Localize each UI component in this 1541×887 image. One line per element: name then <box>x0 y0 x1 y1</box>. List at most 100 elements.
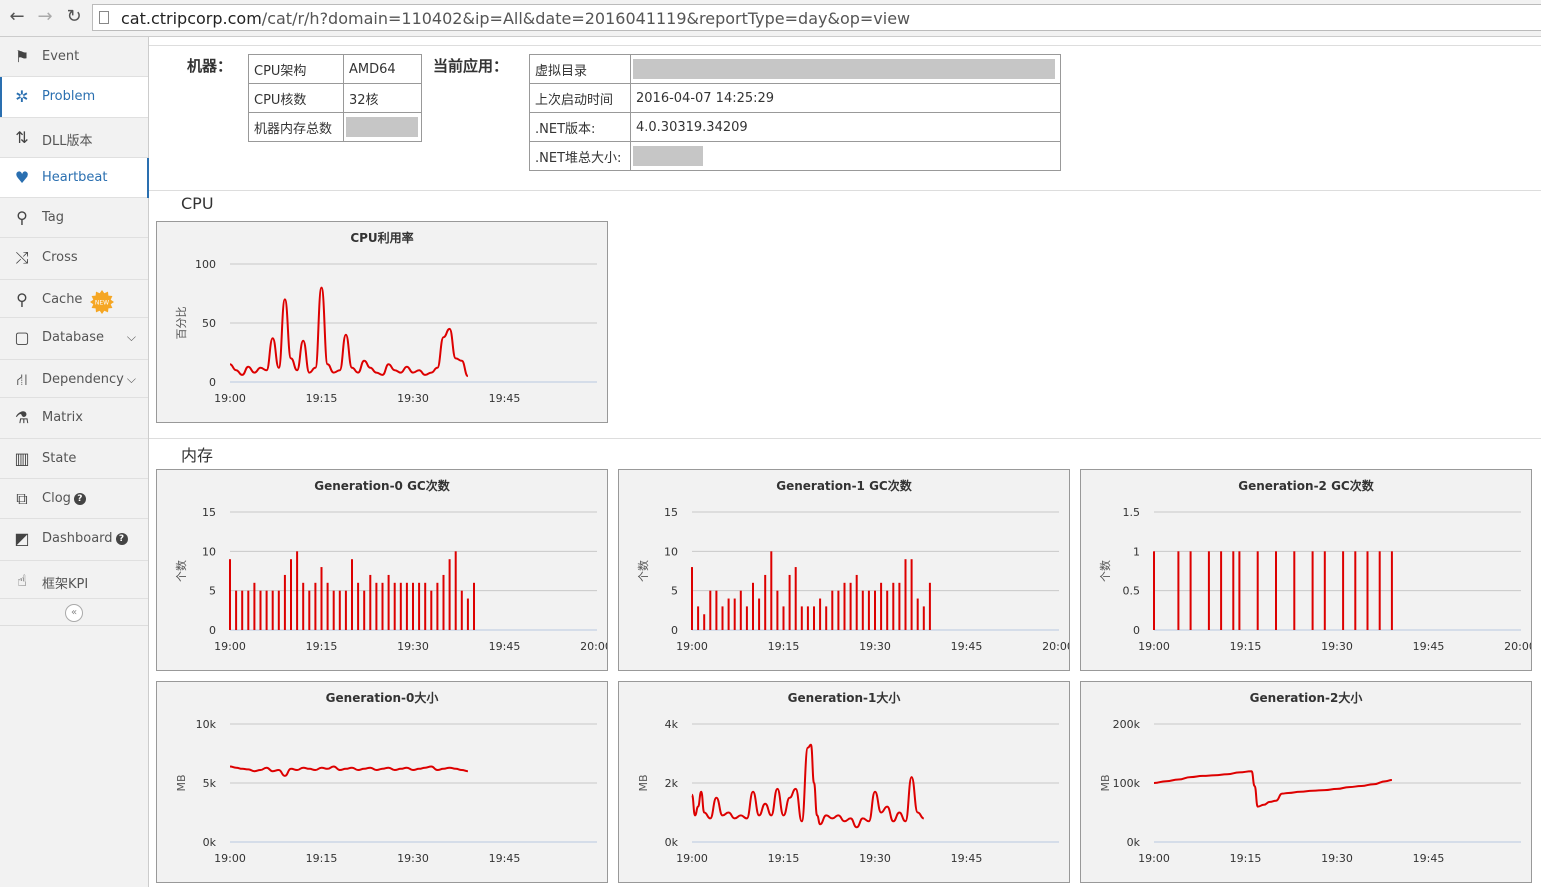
y-tick-label: 10 <box>664 545 678 558</box>
bar <box>1293 551 1296 630</box>
help-icon[interactable]: ? <box>115 533 128 545</box>
chart-panel: Generation-1 GC次数 个数 0 5 10 15 19:00 19:15 19:30… <box>618 469 1070 671</box>
info-value <box>343 112 422 142</box>
x-tick-label: 19:30 <box>859 640 891 653</box>
bar <box>849 582 852 630</box>
bar <box>314 582 317 630</box>
sidebar-item-state[interactable]: ▥ State <box>0 439 148 479</box>
x-tick-label: 19:45 <box>1413 640 1445 653</box>
bar <box>886 590 889 630</box>
bar <box>813 606 815 630</box>
sidebar-item-dependency[interactable]: ⛙ Dependency ⌵ <box>0 360 148 398</box>
sidebar-item-dashboard[interactable]: ◩ Dashboard? <box>0 519 148 561</box>
info-key: CPU核数 <box>248 83 344 113</box>
bar <box>916 598 919 630</box>
app-label: 当前应用： <box>433 57 509 75</box>
bar <box>861 590 864 630</box>
help-icon[interactable]: ? <box>73 493 86 505</box>
bar <box>351 559 353 630</box>
x-tick-label: 19:45 <box>489 852 521 865</box>
forward-arrow-icon[interactable]: → <box>37 6 53 27</box>
bar <box>697 606 700 630</box>
heart-icon: ♥ <box>14 168 30 187</box>
bar <box>332 590 335 630</box>
bar <box>235 590 238 630</box>
x-tick-label: 19:15 <box>768 640 800 653</box>
bar <box>454 551 457 630</box>
y-axis-label: MB <box>637 774 650 791</box>
bar <box>320 567 323 630</box>
bar <box>460 590 463 630</box>
sidebar-item-框架kpi[interactable]: ☝ 框架KPI <box>0 561 148 599</box>
redacted-value <box>633 146 703 166</box>
bar <box>800 606 803 630</box>
bar <box>1207 551 1210 630</box>
share-icon: ◩ <box>14 529 30 548</box>
url-text[interactable]: cat.ctripcorp.com/cat/r/h?domain=110402&… <box>121 9 910 28</box>
bar <box>910 559 913 630</box>
bar <box>715 590 718 630</box>
chart-title: Generation-1大小 <box>788 690 901 705</box>
info-key: CPU架构 <box>248 54 344 84</box>
info-key: .NET版本: <box>529 112 631 142</box>
bar <box>338 590 341 630</box>
sidebar-item-tag[interactable]: ⚲ Tag <box>0 198 148 238</box>
chart-svg: Generation-1大小 MB 0k 2k 4k 19:00 19:15 19:30 19:… <box>637 690 1059 865</box>
bar <box>442 574 445 630</box>
chart-title: Generation-0大小 <box>326 690 439 705</box>
sidebar-item-event[interactable]: ⚑ Event <box>0 37 148 77</box>
bar <box>788 574 791 630</box>
y-tick-label: 0 <box>209 624 216 637</box>
chart-title: Generation-2 GC次数 <box>1238 478 1374 493</box>
sidebar-item-label: Heartbeat <box>42 170 108 185</box>
bar <box>357 582 360 630</box>
sidebar-item-label: State <box>42 451 77 466</box>
sidebar-item-problem[interactable]: ✲ Problem <box>0 77 148 118</box>
chart-panel: Generation-2大小 MB 0k 100k 200k 19:00 19:15 19:3… <box>1080 681 1532 883</box>
search-icon: ⚲ <box>16 290 28 309</box>
bar <box>1275 551 1277 630</box>
y-tick-label: 2k <box>665 777 679 790</box>
x-tick-label: 19:00 <box>676 852 708 865</box>
bar <box>1390 551 1393 630</box>
info-key: .NET堆总大小: <box>529 141 631 171</box>
bar <box>290 559 292 630</box>
collapse-sidebar-icon[interactable]: « <box>65 604 83 622</box>
external-link-icon: ⧉ <box>16 489 28 508</box>
sidebar-item-cache[interactable]: ⚲ Cache NEW <box>0 280 148 318</box>
bar <box>928 582 931 630</box>
x-tick-label: 19:15 <box>1230 640 1262 653</box>
bar <box>1342 551 1345 630</box>
info-value: 32核 <box>343 83 422 113</box>
x-tick-label: 19:45 <box>951 852 983 865</box>
info-value <box>630 54 1061 84</box>
bar <box>387 574 390 630</box>
sidebar-item-clog[interactable]: ⧉ Clog? <box>0 479 148 519</box>
sidebar-item-matrix[interactable]: ⚗ Matrix <box>0 398 148 439</box>
y-tick-label: 15 <box>664 506 678 519</box>
y-tick-label: 10 <box>202 545 216 558</box>
bar <box>247 590 250 630</box>
redacted-value <box>346 117 418 137</box>
info-row: 上次启动时间 2016-04-07 14:25:29 <box>529 83 1061 113</box>
bar <box>1189 551 1192 630</box>
x-tick-label: 19:00 <box>676 640 708 653</box>
y-axis-label: 个数 <box>175 560 188 582</box>
sidebar-item-database[interactable]: ▢ Database ⌵ <box>0 318 148 360</box>
y-tick-label: 0k <box>203 836 217 849</box>
address-bar[interactable]: cat.ctripcorp.com/cat/r/h?domain=110402&… <box>92 4 1541 31</box>
divider <box>149 438 1541 439</box>
thumbs-up-icon: ☝ <box>17 571 27 590</box>
back-arrow-icon[interactable]: ← <box>9 6 25 27</box>
divider <box>149 190 1541 191</box>
sidebar-item-cross[interactable]: ⤭ Cross <box>0 238 148 280</box>
reload-icon[interactable]: ↻ <box>66 6 82 27</box>
bug-icon: ✲ <box>15 87 29 106</box>
sidebar-item-dll版本[interactable]: ⇅ DLL版本 <box>0 118 148 158</box>
sidebar-item-heartbeat[interactable]: ♥ Heartbeat <box>0 158 149 198</box>
bar <box>265 590 268 630</box>
sort-icon: ⇅ <box>15 128 29 147</box>
